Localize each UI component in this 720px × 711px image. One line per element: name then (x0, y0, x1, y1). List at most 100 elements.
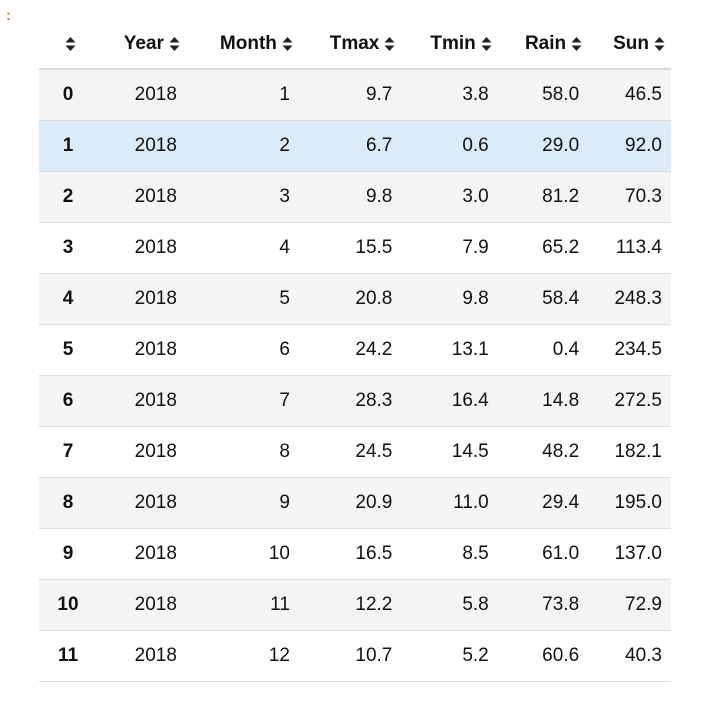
cell-year: 2018 (97, 273, 186, 325)
cell-sun: 70.3 (588, 171, 671, 223)
cell-tmax: 16.5 (298, 528, 402, 580)
column-header-rain[interactable]: Rain (497, 20, 589, 70)
cell-month: 5 (185, 273, 299, 325)
sort-updown-icon[interactable] (169, 36, 180, 52)
cell-rain: 65.2 (497, 222, 589, 274)
cell-tmin: 13.1 (401, 324, 498, 376)
row-index: 4 (39, 273, 97, 325)
cell-month: 6 (185, 324, 299, 376)
table-row[interactable]: 10 2018 11 12.2 5.8 73.8 72.9 (39, 579, 671, 631)
header-row: Year Month Tmax Tmin Rain Sun (39, 20, 671, 70)
cell-tmin: 0.6 (401, 120, 498, 172)
cell-tmax: 9.7 (298, 69, 402, 121)
column-header-year[interactable]: Year (97, 20, 186, 70)
cell-tmax: 24.2 (298, 324, 402, 376)
sort-updown-icon[interactable] (282, 36, 293, 52)
row-index: 6 (39, 375, 97, 427)
row-index: 8 (39, 477, 97, 529)
sort-updown-icon[interactable] (571, 36, 582, 52)
cell-sun: 182.1 (588, 426, 671, 478)
cell-month: 7 (185, 375, 299, 427)
cell-tmin: 7.9 (401, 222, 498, 274)
cell-rain: 73.8 (497, 579, 589, 631)
table-row[interactable]: 11 2018 12 10.7 5.2 60.6 40.3 (39, 630, 671, 682)
cell-tmin: 5.8 (401, 579, 498, 631)
sort-updown-icon[interactable] (481, 36, 492, 52)
table-row[interactable]: 5 2018 6 24.2 13.1 0.4 234.5 (39, 324, 671, 376)
cell-sun: 234.5 (588, 324, 671, 376)
cell-month: 1 (185, 69, 299, 121)
cell-year: 2018 (97, 426, 186, 478)
cell-tmax: 10.7 (298, 630, 402, 682)
cell-tmax: 9.8 (298, 171, 402, 223)
column-header-month[interactable]: Month (185, 20, 299, 70)
cell-tmin: 11.0 (401, 477, 498, 529)
cell-year: 2018 (97, 69, 186, 121)
sort-updown-icon[interactable] (654, 36, 665, 52)
cell-year: 2018 (97, 528, 186, 580)
column-header-label: Month (219, 33, 277, 54)
table-row[interactable]: 9 2018 10 16.5 8.5 61.0 137.0 (39, 528, 671, 580)
cell-sun: 195.0 (588, 477, 671, 529)
cell-month: 11 (185, 579, 299, 631)
row-index: 3 (39, 222, 97, 274)
cell-tmax: 6.7 (298, 120, 402, 172)
table-row[interactable]: 3 2018 4 15.5 7.9 65.2 113.4 (39, 222, 671, 274)
cell-tmax: 28.3 (298, 375, 402, 427)
table-row[interactable]: 8 2018 9 20.9 11.0 29.4 195.0 (39, 477, 671, 529)
cell-rain: 29.4 (497, 477, 589, 529)
cell-sun: 137.0 (588, 528, 671, 580)
cell-tmin: 3.0 (401, 171, 498, 223)
cell-rain: 0.4 (497, 324, 589, 376)
index-header[interactable] (39, 20, 97, 70)
column-header-label: Tmax (329, 33, 380, 54)
table-row[interactable]: 2 2018 3 9.8 3.0 81.2 70.3 (39, 171, 671, 223)
dataframe-table: Year Month Tmax Tmin Rain Sun 0 2018 1 9.7 3.8 58.… (39, 20, 671, 682)
cell-tmax: 20.9 (298, 477, 402, 529)
cell-sun: 46.5 (588, 69, 671, 121)
sort-updown-icon[interactable] (384, 36, 395, 52)
cell-tmax: 24.5 (298, 426, 402, 478)
column-header-label: Rain (524, 33, 567, 54)
table-row[interactable]: 1 2018 2 6.7 0.6 29.0 92.0 (39, 120, 671, 172)
cell-month: 10 (185, 528, 299, 580)
cell-month: 4 (185, 222, 299, 274)
cell-month: 9 (185, 477, 299, 529)
cell-tmin: 8.5 (401, 528, 498, 580)
column-header-sun[interactable]: Sun (588, 20, 671, 70)
cell-prompt-marker: : (6, 7, 11, 24)
row-index: 1 (39, 120, 97, 172)
column-header-tmax[interactable]: Tmax (298, 20, 402, 70)
cell-month: 2 (185, 120, 299, 172)
cell-sun: 72.9 (588, 579, 671, 631)
row-index: 11 (39, 630, 97, 682)
row-index: 5 (39, 324, 97, 376)
column-header-label: Tmin (430, 33, 476, 54)
table-row[interactable]: 7 2018 8 24.5 14.5 48.2 182.1 (39, 426, 671, 478)
sort-updown-icon[interactable] (65, 36, 76, 52)
column-header-label: Year (123, 33, 164, 54)
table-row[interactable]: 4 2018 5 20.8 9.8 58.4 248.3 (39, 273, 671, 325)
cell-tmin: 9.8 (401, 273, 498, 325)
cell-sun: 248.3 (588, 273, 671, 325)
cell-year: 2018 (97, 222, 186, 274)
cell-month: 12 (185, 630, 299, 682)
column-header-label: Sun (613, 33, 649, 54)
cell-year: 2018 (97, 171, 186, 223)
cell-rain: 60.6 (497, 630, 589, 682)
row-index: 7 (39, 426, 97, 478)
column-header-tmin[interactable]: Tmin (401, 20, 498, 70)
cell-year: 2018 (97, 579, 186, 631)
cell-month: 3 (185, 171, 299, 223)
cell-rain: 48.2 (497, 426, 589, 478)
cell-tmin: 5.2 (401, 630, 498, 682)
row-index: 2 (39, 171, 97, 223)
cell-tmin: 14.5 (401, 426, 498, 478)
cell-rain: 29.0 (497, 120, 589, 172)
table-row[interactable]: 6 2018 7 28.3 16.4 14.8 272.5 (39, 375, 671, 427)
cell-year: 2018 (97, 630, 186, 682)
table-row[interactable]: 0 2018 1 9.7 3.8 58.0 46.5 (39, 69, 671, 121)
cell-rain: 81.2 (497, 171, 589, 223)
cell-sun: 272.5 (588, 375, 671, 427)
cell-tmax: 12.2 (298, 579, 402, 631)
